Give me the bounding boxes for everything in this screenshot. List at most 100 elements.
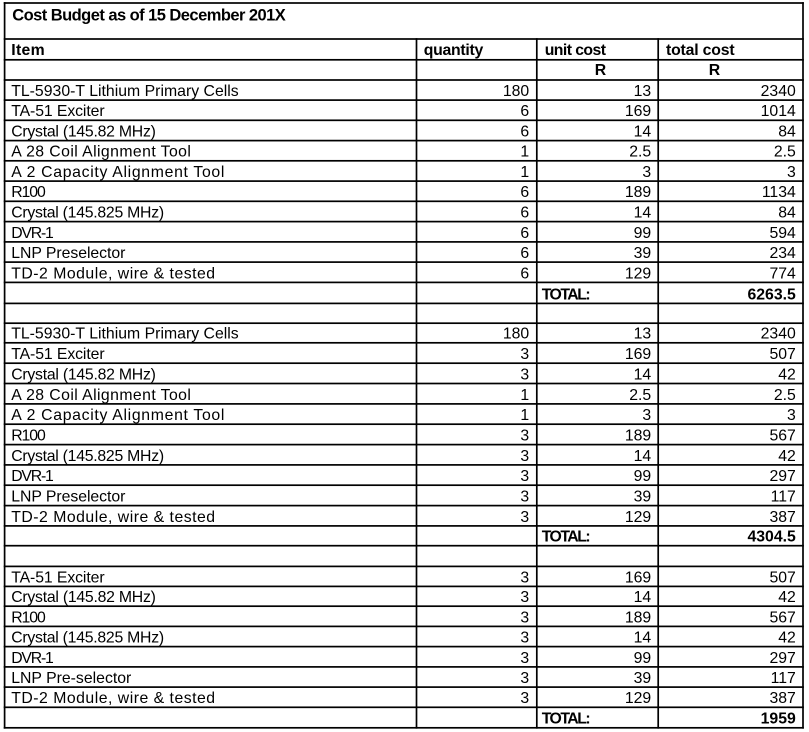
svg-text:1: 1 — [520, 407, 529, 424]
svg-text:Crystal (145.82 MHz): Crystal (145.82 MHz) — [11, 589, 156, 606]
svg-text:14: 14 — [634, 589, 652, 606]
svg-text:169: 169 — [625, 346, 652, 363]
svg-text:594: 594 — [769, 225, 796, 242]
svg-text:4304.5: 4304.5 — [747, 529, 796, 546]
svg-text:Cost Budget as of 15 December: Cost Budget as of 15 December 201X — [12, 6, 286, 24]
svg-text:TOTAL:: TOTAL: — [542, 711, 591, 728]
svg-text:R100: R100 — [11, 184, 46, 201]
svg-text:3: 3 — [520, 609, 529, 626]
svg-text:39: 39 — [634, 489, 652, 506]
svg-text:84: 84 — [778, 124, 796, 141]
svg-text:3: 3 — [520, 428, 529, 445]
svg-text:3: 3 — [520, 589, 529, 606]
svg-text:567: 567 — [769, 609, 795, 626]
svg-text:6263.5: 6263.5 — [747, 286, 796, 303]
svg-text:14: 14 — [634, 366, 652, 383]
svg-text:14: 14 — [634, 205, 652, 222]
svg-text:R: R — [595, 62, 607, 79]
svg-text:99: 99 — [634, 468, 652, 485]
svg-text:R: R — [709, 62, 721, 79]
svg-text:297: 297 — [769, 468, 795, 485]
svg-text:42: 42 — [778, 366, 796, 383]
svg-text:1134: 1134 — [762, 184, 796, 201]
svg-text:3: 3 — [642, 407, 651, 424]
svg-text:R100: R100 — [11, 428, 46, 445]
svg-text:TOTAL:: TOTAL: — [542, 529, 591, 546]
svg-text:507: 507 — [769, 569, 795, 586]
svg-text:234: 234 — [769, 245, 796, 262]
svg-text:TD-2 Module, wire & tested: TD-2 Module, wire & tested — [11, 509, 215, 526]
svg-text:6: 6 — [520, 265, 529, 282]
svg-text:A 28 Coil Alignment Tool: A 28 Coil Alignment Tool — [11, 387, 191, 404]
svg-text:14: 14 — [634, 448, 652, 465]
svg-text:6: 6 — [520, 103, 529, 120]
svg-text:14: 14 — [634, 630, 652, 647]
svg-text:3: 3 — [520, 569, 529, 586]
svg-text:DVR-1: DVR-1 — [11, 468, 54, 485]
svg-text:R100: R100 — [11, 609, 46, 626]
svg-text:387: 387 — [769, 509, 795, 526]
svg-text:quantity: quantity — [424, 42, 484, 59]
svg-text:3: 3 — [520, 366, 529, 383]
svg-text:99: 99 — [634, 225, 652, 242]
svg-text:14: 14 — [634, 124, 652, 141]
svg-text:1: 1 — [520, 144, 529, 161]
svg-text:3: 3 — [642, 164, 651, 181]
svg-text:42: 42 — [778, 630, 796, 647]
svg-text:169: 169 — [625, 103, 652, 120]
svg-text:1: 1 — [520, 387, 529, 404]
svg-text:2.5: 2.5 — [629, 387, 651, 404]
svg-text:1: 1 — [520, 164, 529, 181]
svg-text:507: 507 — [769, 346, 795, 363]
svg-text:6: 6 — [520, 124, 529, 141]
svg-text:3: 3 — [520, 346, 529, 363]
svg-text:6: 6 — [520, 205, 529, 222]
svg-text:A 2 Capacity Alignment Tool: A 2 Capacity Alignment Tool — [11, 164, 224, 181]
svg-text:A 2 Capacity Alignment Tool: A 2 Capacity Alignment Tool — [11, 407, 224, 424]
svg-text:39: 39 — [634, 245, 652, 262]
svg-text:3: 3 — [520, 650, 529, 667]
svg-text:3: 3 — [520, 448, 529, 465]
svg-text:3: 3 — [520, 468, 529, 485]
svg-text:2.5: 2.5 — [774, 144, 796, 161]
svg-text:Item: Item — [11, 42, 44, 59]
svg-text:129: 129 — [625, 690, 652, 707]
svg-text:13: 13 — [634, 83, 652, 100]
svg-text:DVR-1: DVR-1 — [11, 650, 54, 667]
svg-text:3: 3 — [520, 630, 529, 647]
svg-text:42: 42 — [778, 448, 796, 465]
svg-text:TA-51 Exciter: TA-51 Exciter — [11, 103, 104, 120]
svg-text:total cost: total cost — [666, 42, 735, 59]
svg-text:TOTAL:: TOTAL: — [542, 286, 591, 303]
svg-text:TD-2 Module, wire & tested: TD-2 Module, wire & tested — [11, 265, 215, 282]
svg-text:189: 189 — [625, 428, 652, 445]
svg-text:Crystal (145.82 MHz): Crystal (145.82 MHz) — [11, 366, 156, 383]
svg-text:99: 99 — [634, 650, 652, 667]
svg-text:Crystal (145.82 MHz): Crystal (145.82 MHz) — [11, 124, 156, 141]
svg-text:6: 6 — [520, 225, 529, 242]
svg-text:189: 189 — [625, 184, 652, 201]
svg-text:TA-51 Exciter: TA-51 Exciter — [11, 569, 104, 586]
svg-text:2.5: 2.5 — [774, 387, 796, 404]
svg-text:2.5: 2.5 — [629, 144, 651, 161]
svg-text:3: 3 — [520, 489, 529, 506]
svg-text:117: 117 — [771, 670, 796, 687]
svg-text:Crystal (145.825 MHz): Crystal (145.825 MHz) — [11, 205, 164, 222]
svg-text:Crystal (145.825 MHz): Crystal (145.825 MHz) — [11, 448, 164, 465]
svg-text:Crystal (145.825 MHz): Crystal (145.825 MHz) — [11, 630, 164, 647]
svg-text:TA-51 Exciter: TA-51 Exciter — [11, 346, 104, 363]
svg-text:180: 180 — [503, 83, 530, 100]
svg-text:3: 3 — [787, 164, 796, 181]
svg-text:DVR-1: DVR-1 — [11, 225, 54, 242]
svg-text:3: 3 — [787, 407, 796, 424]
svg-text:774: 774 — [769, 265, 796, 282]
svg-text:387: 387 — [769, 690, 795, 707]
svg-text:3: 3 — [520, 690, 529, 707]
svg-text:84: 84 — [778, 205, 796, 222]
svg-text:TL-5930-T Lithium Primary Cell: TL-5930-T Lithium Primary Cells — [11, 326, 239, 343]
svg-text:39: 39 — [634, 670, 652, 687]
svg-text:189: 189 — [625, 609, 652, 626]
svg-text:A 28 Coil Alignment Tool: A 28 Coil Alignment Tool — [11, 144, 191, 161]
svg-text:6: 6 — [520, 245, 529, 262]
svg-text:567: 567 — [769, 428, 795, 445]
